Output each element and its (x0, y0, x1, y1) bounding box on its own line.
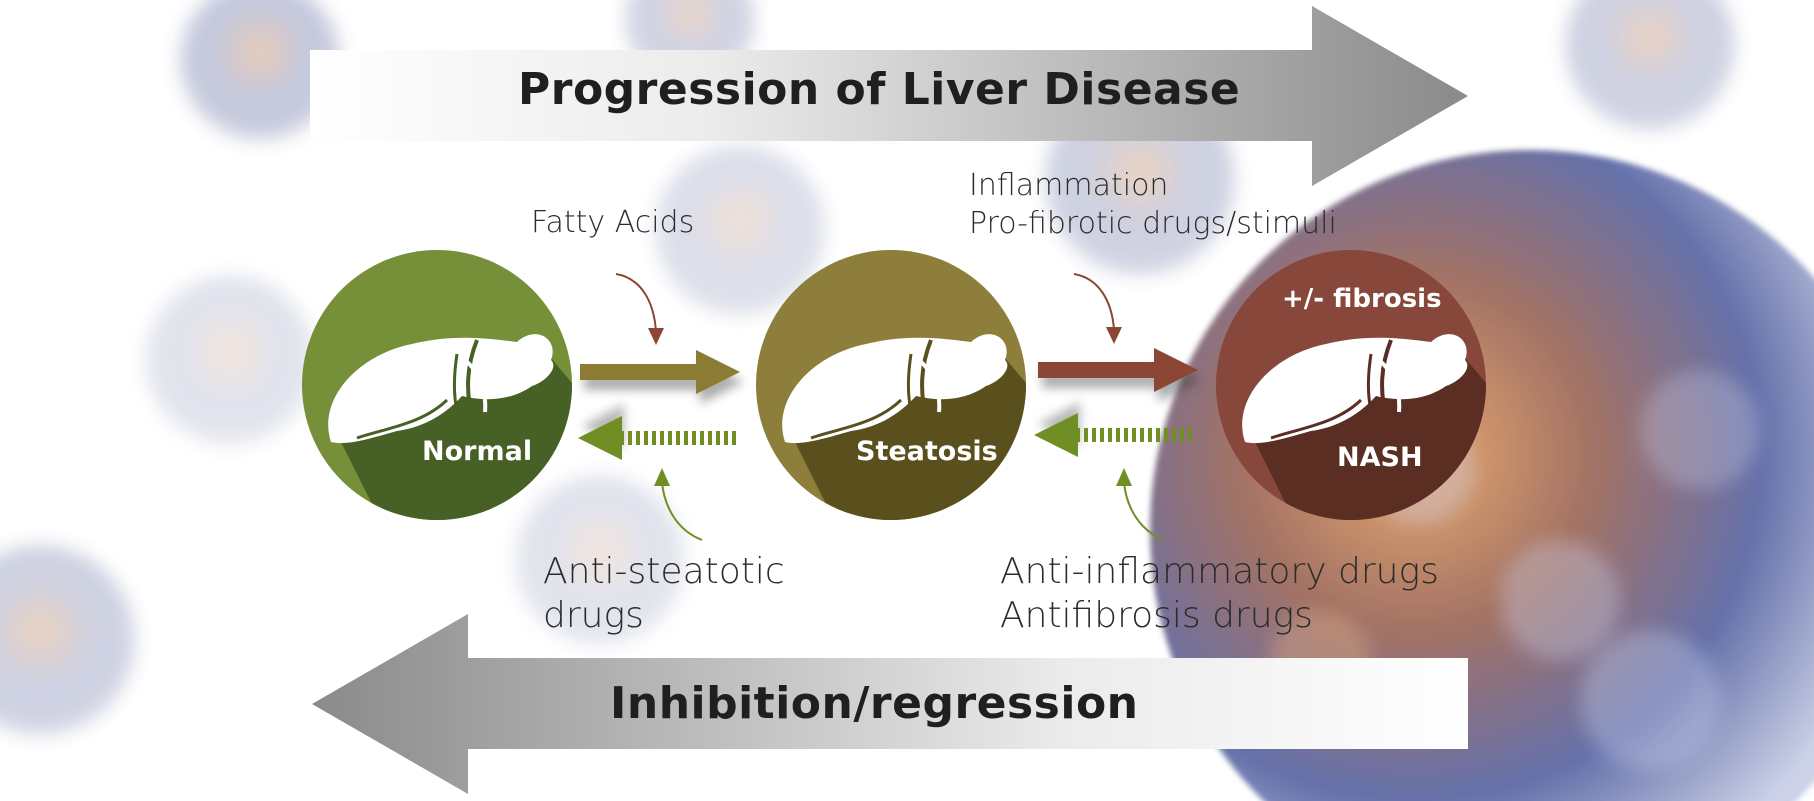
anti-inflammatory-line-1: Anti-inflammatory drugs (1000, 551, 1439, 592)
progression-arrow (310, 6, 1468, 186)
stage-steatosis-circle (756, 250, 1026, 520)
stage-nash-label: NASH (1337, 442, 1423, 473)
inflammation-line-1: Inflammation (969, 168, 1169, 203)
fatty-acids-label: Fatty Acids (531, 205, 695, 240)
fatty-acids-curved-arrow (615, 273, 664, 345)
anti-inflammatory-curved-arrow (1116, 468, 1165, 541)
anti-steatotic-label: Anti-steatotic drugs (543, 550, 785, 638)
liver-icon (328, 334, 554, 444)
inhibition-arrow (312, 614, 1468, 794)
inhibition-title: Inhibition/regression (610, 678, 1139, 729)
forward-arrow-normal-steatosis (580, 350, 744, 404)
liver-icon (1242, 334, 1468, 444)
anti-steatotic-line-1: Anti-steatotic (543, 551, 785, 592)
inflammation-curved-arrow (1073, 273, 1122, 344)
reverse-arrow-steatosis-normal (578, 404, 738, 460)
stage-nash-circle (1216, 250, 1486, 520)
inflammation-line-2: Pro-fibrotic drugs/stimuli (969, 206, 1337, 241)
anti-steatotic-line-2: drugs (543, 595, 644, 636)
stage-steatosis-label: Steatosis (856, 436, 998, 467)
inflammation-label: Inflammation Pro-fibrotic drugs/stimuli (969, 167, 1337, 243)
progression-title: Progression of Liver Disease (518, 64, 1241, 115)
stage-nash-sublabel: +/- fibrosis (1282, 284, 1442, 314)
liver-icon (782, 334, 1008, 444)
stage-normal-circle (302, 250, 572, 520)
anti-steatotic-curved-arrow (654, 468, 703, 541)
anti-inflammatory-line-2: Antifibrosis drugs (1000, 595, 1313, 636)
anti-inflammatory-label: Anti-inflammatory drugs Antifibrosis dru… (1000, 550, 1439, 638)
reverse-arrow-nash-steatosis (1034, 402, 1194, 457)
forward-arrow-steatosis-nash (1038, 348, 1202, 402)
stage-normal-label: Normal (422, 436, 533, 467)
